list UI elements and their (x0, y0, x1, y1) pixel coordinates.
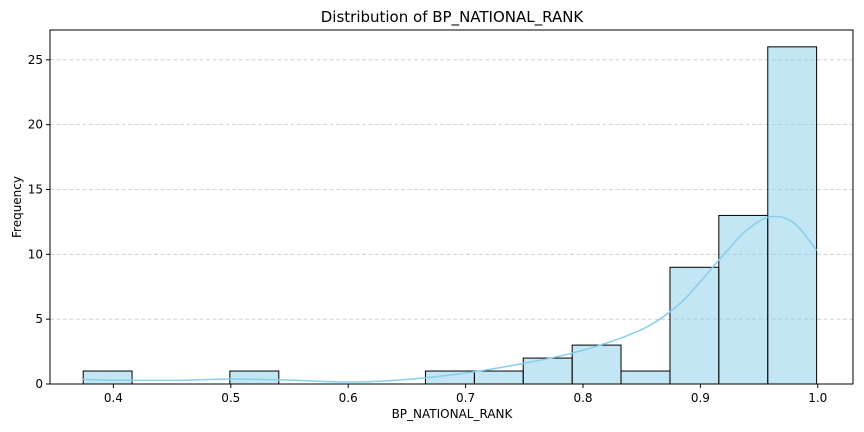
x-axis-ticks: 0.4 0.5 0.6 0.7 0.8 0.9 1.0 (104, 384, 827, 405)
y-tick-label: 25 (28, 53, 43, 67)
kde-curve (82, 215, 818, 383)
x-tick-label: 0.7 (456, 391, 475, 405)
histogram-bar (229, 370, 280, 385)
y-axis-label: Frequency (10, 176, 24, 238)
plot-frame (49, 29, 854, 385)
y-gridlines (50, 59, 853, 320)
x-tick-label: 0.4 (104, 391, 123, 405)
x-tick-label: 0.9 (691, 391, 710, 405)
histogram-bar (718, 214, 769, 385)
y-tick-label: 15 (28, 182, 43, 196)
y-tick-label: 0 (35, 377, 43, 391)
x-tick-label: 0.5 (221, 391, 240, 405)
x-tick-label: 0.6 (339, 391, 358, 405)
histogram-bar (620, 370, 671, 385)
histogram-bar (473, 370, 524, 385)
chart-title: Distribution of BP_NATIONAL_RANK (321, 8, 585, 27)
histogram-bar (82, 370, 133, 385)
histogram-bar (767, 46, 818, 385)
x-tick-label: 0.8 (573, 391, 592, 405)
x-tick-label: 1.0 (808, 391, 827, 405)
y-tick-label: 20 (28, 118, 43, 132)
histogram-bars (82, 46, 818, 385)
histogram-bar (669, 266, 720, 385)
x-axis-label: BP_NATIONAL_RANK (392, 407, 514, 421)
y-axis-ticks: 0 5 10 15 20 25 (28, 53, 50, 391)
y-tick-label: 5 (35, 312, 43, 326)
y-tick-label: 10 (28, 247, 43, 261)
